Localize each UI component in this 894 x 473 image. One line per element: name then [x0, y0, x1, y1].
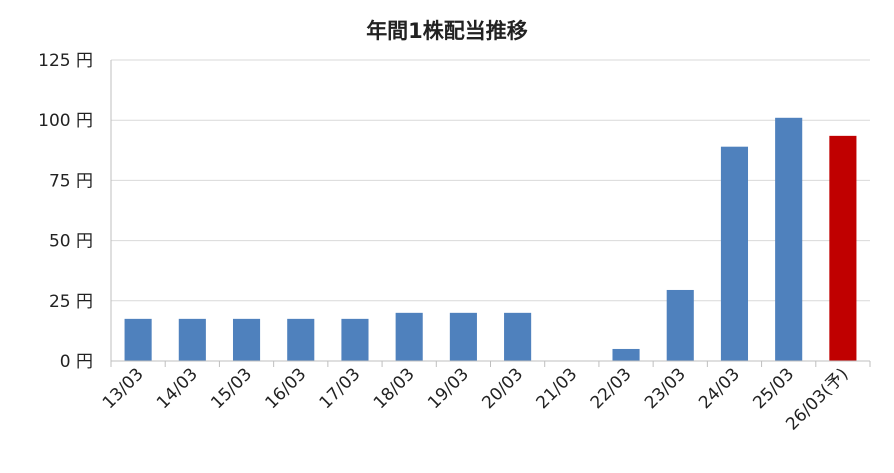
- x-tick-label: 23/03: [641, 364, 690, 413]
- x-tick-label: 15/03: [207, 364, 256, 413]
- bar: [287, 318, 315, 361]
- y-tick-label: 0 円: [60, 352, 93, 372]
- bar-layer: [124, 117, 857, 362]
- x-tick-label: 19/03: [424, 364, 473, 413]
- y-tick-label: 125 円: [38, 51, 93, 71]
- x-tick-label: 22/03: [587, 364, 636, 413]
- chart-title: 年間1株配当推移: [366, 19, 528, 43]
- bar: [232, 318, 261, 361]
- x-tick-label: 25/03: [749, 364, 798, 413]
- x-tick-label: 17/03: [316, 364, 365, 413]
- bar: [395, 312, 423, 361]
- x-tick-label: 21/03: [533, 364, 582, 413]
- x-tick-label: 13/03: [99, 364, 148, 413]
- grid-layer: [111, 59, 870, 302]
- bar: [504, 312, 532, 361]
- bar: [612, 348, 640, 361]
- bar: [124, 318, 152, 361]
- y-tick-labels: 0 円 25 円 50 円 75 円 100 円 125 円: [38, 51, 93, 372]
- y-tick-label: 75 円: [49, 171, 93, 191]
- axis-layer: [110, 60, 871, 367]
- bar-forecast: [829, 135, 857, 361]
- bar: [341, 318, 369, 361]
- bar: [720, 146, 749, 361]
- bar: [449, 312, 477, 361]
- x-tick-labels: 13/03 14/03 15/03 16/03 17/03 18/03 19/03 20/03…: [99, 364, 853, 434]
- y-tick-label: 50 円: [49, 232, 93, 252]
- y-tick-label: 100 円: [38, 111, 93, 131]
- x-tick-label: 20/03: [478, 364, 527, 413]
- x-tick-label: 16/03: [261, 364, 310, 413]
- y-tick-label: 25 円: [49, 292, 93, 312]
- x-tick-label: 14/03: [153, 364, 202, 413]
- bar: [666, 289, 694, 361]
- bar: [178, 318, 206, 361]
- x-tick-label: 24/03: [695, 364, 744, 413]
- bar: [775, 117, 803, 362]
- x-tick-label: 18/03: [370, 364, 419, 413]
